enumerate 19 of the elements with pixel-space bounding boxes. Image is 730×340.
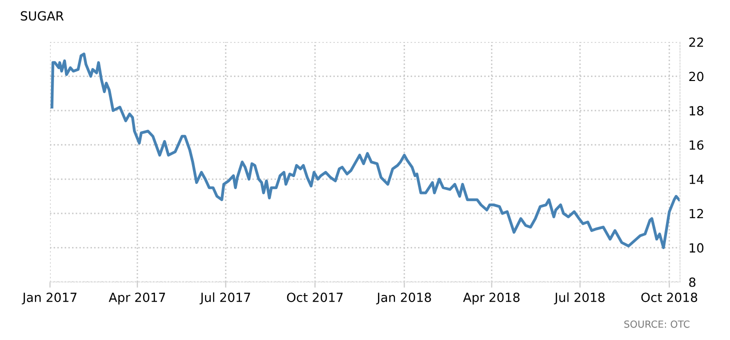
chart-title: SUGAR: [20, 11, 64, 21]
y-tick-label: 22: [689, 37, 703, 47]
line-series: [50, 52, 680, 250]
y-tick-label: 20: [689, 72, 704, 82]
x-tick-label: Oct 2017: [287, 292, 343, 302]
x-tick-label: Jan 2018: [376, 292, 431, 304]
y-tick-label: 12: [690, 208, 703, 218]
y-tick-label: 16: [690, 140, 704, 150]
y-tick-label: 18: [690, 106, 704, 116]
x-tick-label: Jul 2017: [200, 292, 250, 304]
y-tick-label: 14: [690, 174, 704, 184]
source-note: SOURCE: OTC: [624, 320, 690, 328]
x-tick-label: Apr 2018: [463, 292, 520, 305]
x-tick-label: Jan 2017: [22, 292, 76, 304]
y-tick-label: 10: [690, 243, 704, 253]
x-tick-label: Oct 2018: [641, 292, 698, 302]
x-tick-label: Jul 2018: [554, 292, 605, 304]
y-tick-label: 8: [689, 277, 696, 287]
x-tick-label: Apr 2017: [108, 292, 165, 305]
